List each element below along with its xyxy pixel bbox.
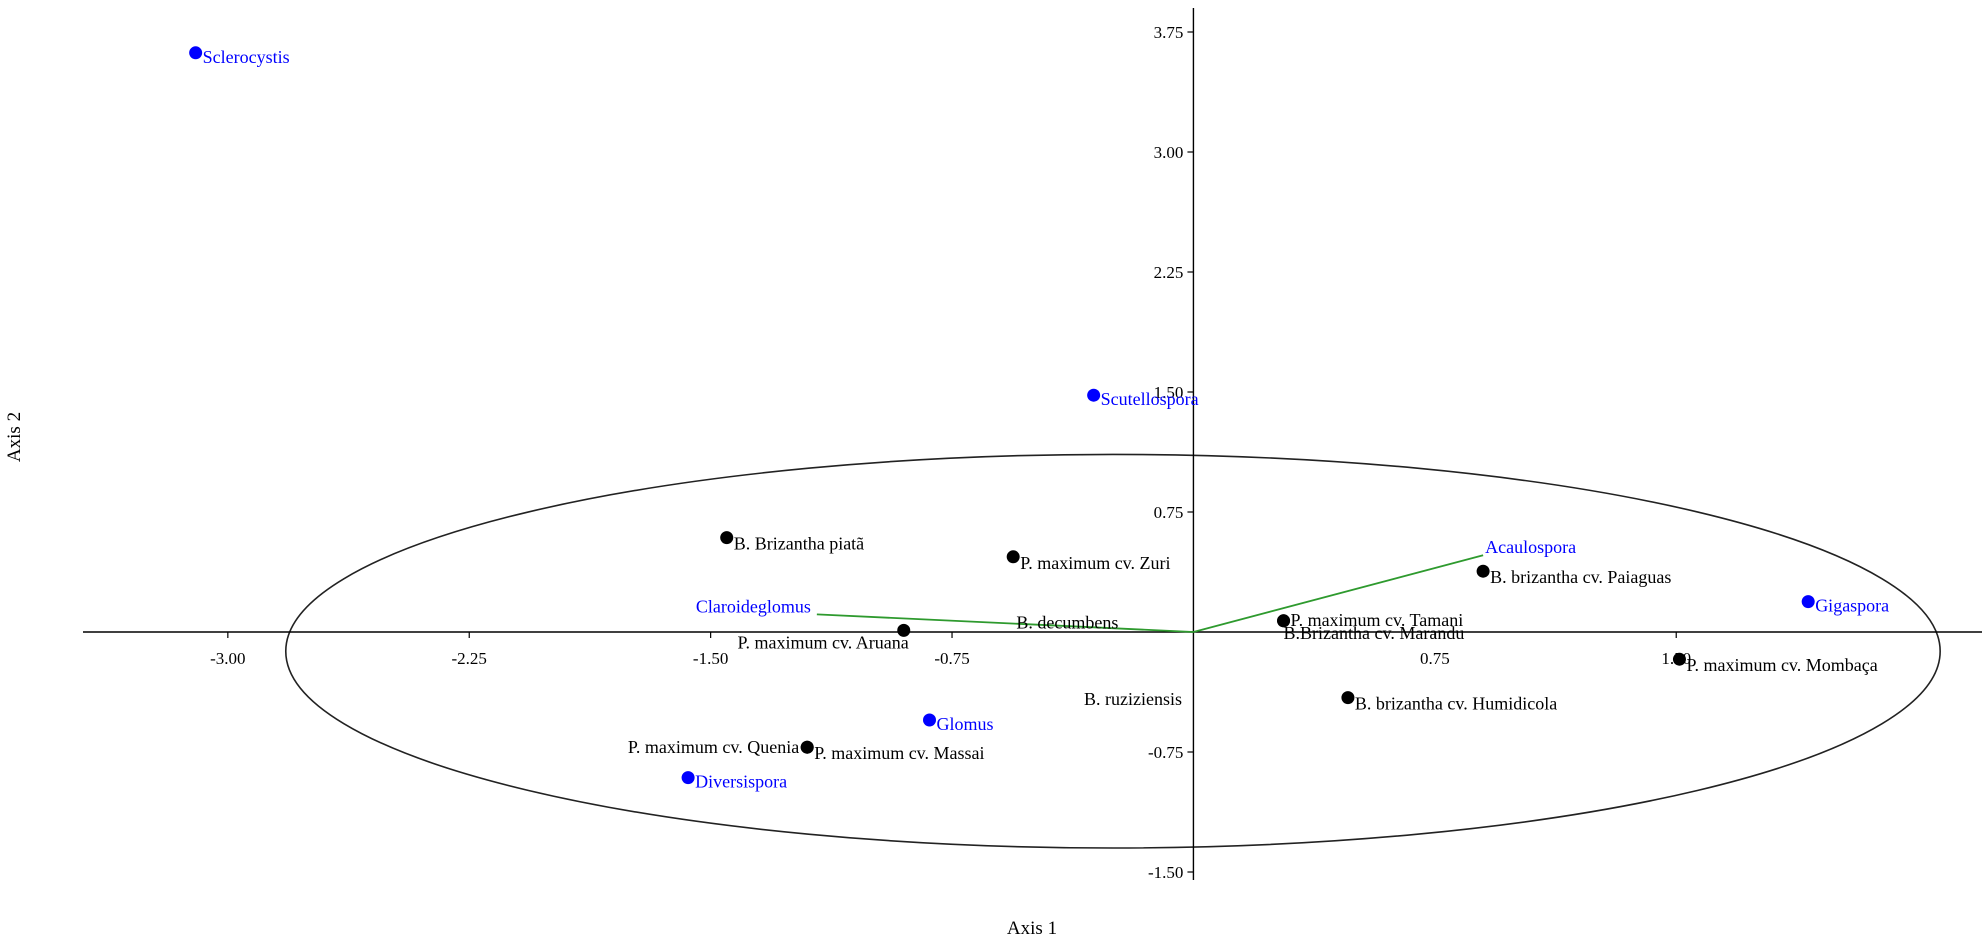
x-tick-label: -3.00 [210,649,245,668]
axes-layer: -3.00 -2.25 -1.50 -0.75 0.75 1.50 3.75 3.00 2.25… [83,8,1982,882]
cultivar-point [720,531,734,545]
cultivar-label: B.Brizantha cv. Marandu [1284,623,1465,643]
cultivar-point [1672,652,1686,666]
x-tick-label: -1.50 [693,649,728,668]
cultivar-point [1277,614,1291,628]
cultivar-label: P. maximum cv. Mombaça [1686,655,1877,675]
vector-line [816,613,1194,633]
y-tick-label: 1.50 [1154,383,1184,402]
genus-label: Diversispora [695,772,787,792]
points-layer [189,46,1815,785]
cultivar-label: B. ruziziensis [1084,689,1182,709]
cultivar-label: B. brizantha cv. Humidicola [1355,694,1557,714]
y-tick-label: 0.75 [1154,503,1184,522]
cultivar-label: P. maximum cv. Aruana [737,632,908,652]
x-axis-title: Axis 1 [1007,918,1057,939]
y-axis-title: Axis 2 [4,412,25,462]
cultivar-label: B. Brizantha piatã [734,534,864,554]
x-tick-label: -0.75 [934,649,969,668]
y-tick-label: 3.00 [1154,143,1184,162]
cultivar-label: B. decumbens [1016,612,1118,632]
genus-point [681,771,695,785]
genus-label: Glomus [937,714,994,734]
vector-label: Claroideglomus [696,596,811,616]
genus-point [1801,595,1815,609]
cultivar-point [1476,564,1490,578]
cultivar-label: P. maximum cv. Zuri [1020,553,1170,573]
vector-line [1193,554,1484,633]
y-tick-label: 2.25 [1154,263,1184,282]
cultivar-point [1006,550,1020,564]
genus-label: Scutellospora [1101,389,1199,409]
y-tick-label: 3.75 [1154,23,1184,42]
labels-layer: Sclerocystis Scutellospora Gigaspora Glomus… [203,47,1890,792]
vector-layer [816,554,1484,633]
genus-point [1087,388,1101,402]
vector-label: Acaulospora [1485,537,1576,557]
genus-point [923,713,937,727]
cultivar-label: B. brizantha cv. Paiaguas [1490,567,1671,587]
genus-label: Sclerocystis [203,47,290,67]
cultivar-label: P. maximum cv. Massai [814,743,984,763]
y-tick-label: -0.75 [1148,743,1183,762]
x-tick-label: 0.75 [1420,649,1450,668]
genus-point [189,46,203,60]
cultivar-label: P. maximum cv. Tamani [1291,610,1464,630]
cultivar-label: P. maximum cv. Quenia [628,737,799,757]
confidence-ellipse [284,453,1941,849]
genus-label: Gigaspora [1815,596,1889,616]
x-tick-label: -2.25 [452,649,487,668]
y-tick-label: -1.50 [1148,863,1183,882]
confidence-ellipse-layer [284,453,1941,849]
cultivar-point [897,623,911,637]
cultivar-point [800,740,814,754]
cultivar-point [1341,691,1355,705]
